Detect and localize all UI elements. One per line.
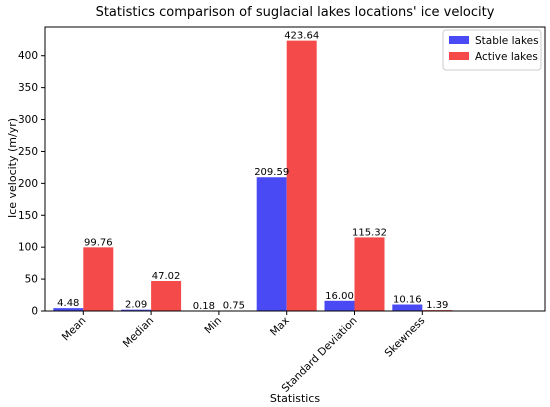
y-tick-label: 400	[18, 50, 38, 62]
data-labels-group: 4.48 99.76 2.09 47.02 0.18 0.75 209.59 423.64 16…	[57, 31, 448, 312]
bar-active-median	[151, 280, 182, 311]
data-label: 115.32	[352, 227, 387, 238]
y-tick-label: 50	[25, 274, 38, 286]
bars-group	[53, 40, 453, 311]
x-tick-label: Median	[121, 315, 156, 350]
bar-stable-standard-deviation	[324, 300, 355, 311]
data-label: 2.09	[125, 300, 147, 311]
y-tick-label: 350	[18, 82, 38, 94]
chart-title: Statistics comparison of suglacial lakes…	[96, 5, 495, 20]
bar-active-standard-deviation	[354, 237, 385, 311]
plot-frame	[44, 26, 546, 312]
y-tick-label: 100	[18, 242, 38, 254]
y-axis-label: Ice velocity (m/yr)	[6, 118, 19, 218]
bar-stable-max	[256, 177, 287, 311]
x-tick-label: Skewness	[383, 315, 428, 360]
bar-stable-skewness	[392, 304, 423, 311]
data-label: 423.64	[284, 31, 319, 42]
data-label: 4.48	[57, 298, 79, 309]
bar-active-mean	[83, 247, 114, 311]
data-label: 10.16	[393, 295, 422, 306]
data-label: 209.59	[254, 167, 289, 178]
bar-stable-mean	[53, 308, 84, 311]
legend-swatch	[449, 52, 469, 60]
y-tick-label: 200	[18, 178, 38, 190]
x-tick-label: Max	[268, 315, 292, 339]
data-label: 99.76	[84, 237, 113, 248]
data-label: 16.00	[325, 291, 354, 302]
data-label: 47.02	[152, 271, 181, 282]
x-axis-label: Statistics	[270, 392, 321, 405]
legend: Stable lakes Active lakes	[442, 29, 542, 71]
data-label: 0.75	[223, 301, 245, 312]
x-tick-label: Min	[202, 315, 224, 337]
y-axis: 0 50 100 150 200 250 300 350 400	[18, 50, 45, 318]
y-tick-label: 300	[18, 114, 38, 126]
data-label: 0.18	[193, 301, 215, 312]
y-tick-label: 0	[31, 306, 38, 318]
y-tick-label: 150	[18, 210, 38, 222]
bar-active-max	[286, 40, 317, 311]
x-tick-label: Mean	[60, 315, 89, 344]
y-tick-label: 250	[18, 146, 38, 158]
data-label: 1.39	[426, 300, 448, 311]
x-tick-label: Standard Deviation	[279, 315, 359, 395]
legend-label: Active lakes	[475, 51, 538, 63]
legend-swatch	[449, 36, 469, 44]
legend-label: Stable lakes	[475, 35, 539, 47]
bar-stable-median	[121, 309, 152, 311]
